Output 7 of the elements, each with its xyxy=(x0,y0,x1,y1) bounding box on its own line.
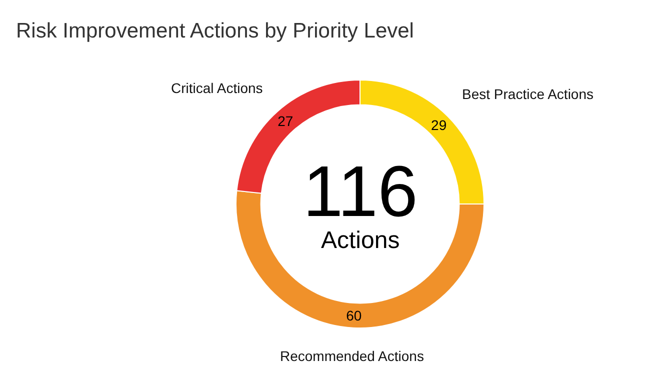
data-label: 27 xyxy=(278,112,294,129)
slice-label: Recommended Actions xyxy=(280,348,424,364)
chart-title: Risk Improvement Actions by Priority Level xyxy=(16,19,414,42)
slice-label: Critical Actions xyxy=(171,80,263,96)
data-label: 60 xyxy=(346,307,362,324)
data-label: 29 xyxy=(431,117,447,134)
slice-label: Best Practice Actions xyxy=(462,86,594,102)
